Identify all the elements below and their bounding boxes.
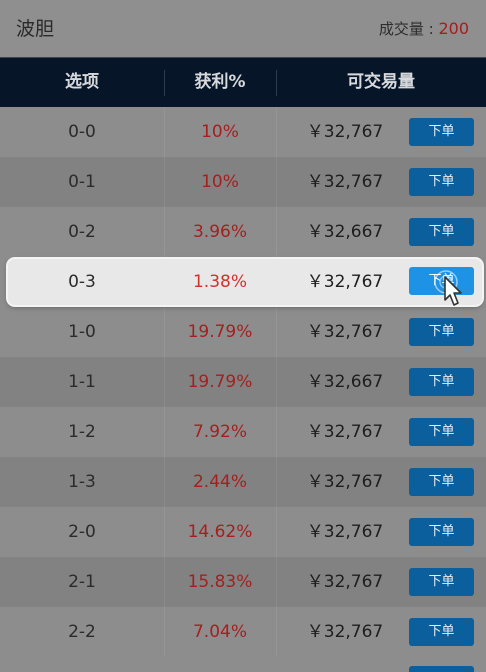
row-option: 1-0 (68, 322, 96, 342)
row-option: 2-1 (68, 572, 96, 592)
column-divider (164, 107, 165, 157)
row-amount: ￥32,767 (306, 572, 384, 592)
selected-row[interactable]: 0-3 1.38% ￥32,767 下单 (8, 259, 482, 305)
row-amount: ￥32,767 (306, 172, 384, 192)
column-divider (276, 607, 277, 657)
title-bar: 波胆 成交量 : 200 (0, 0, 486, 57)
row-profit: 7.92% (192, 422, 247, 442)
place-order-button[interactable]: 下单 (409, 218, 474, 246)
column-divider (164, 507, 165, 557)
column-divider (164, 457, 165, 507)
column-divider (276, 457, 277, 507)
column-divider (276, 507, 277, 557)
header-divider (164, 70, 165, 96)
column-divider (164, 607, 165, 657)
table-row[interactable]: 1-0 19.79% ￥32,767 下单 (0, 307, 486, 357)
place-order-button[interactable]: 下单 (409, 118, 474, 146)
row-option: 0-1 (68, 172, 96, 192)
column-divider (276, 357, 277, 407)
place-order-button-partial[interactable] (409, 666, 474, 672)
volume-indicator: 成交量 : 200 (379, 19, 469, 39)
header-option: 选项 (65, 72, 99, 92)
place-order-button[interactable]: 下单 (409, 468, 474, 496)
column-divider (276, 407, 277, 457)
column-divider (164, 357, 165, 407)
volume-label: 成交量 : (378, 20, 439, 38)
page-title: 波胆 (16, 18, 55, 40)
row-option: 1-2 (68, 422, 96, 442)
row-option: 1-3 (68, 472, 96, 492)
row-amount: ￥32,667 (306, 372, 384, 392)
place-order-button[interactable]: 下单 (409, 318, 474, 346)
column-divider (276, 557, 277, 607)
table-row[interactable]: 2-1 15.83% ￥32,767 下单 (0, 557, 486, 607)
row-profit: 7.04% (192, 622, 247, 642)
row-option: 0-0 (68, 122, 96, 142)
header-volume: 可交易量 (347, 72, 415, 92)
place-order-button[interactable]: 下单 (409, 168, 474, 196)
row-amount: ￥32,767 (306, 122, 384, 142)
column-divider (276, 157, 277, 207)
row-amount: ￥32,767 (306, 322, 384, 342)
column-divider (276, 107, 277, 157)
column-divider (164, 157, 165, 207)
row-option: 0-3 (68, 272, 96, 292)
row-profit: 10% (201, 122, 239, 142)
header-divider (276, 70, 277, 96)
column-divider (276, 307, 277, 357)
odds-table-body: 0-0 10% ￥32,767 下单 0-1 10% ￥32,767 下单 0-2 3.96% ￥3… (0, 107, 486, 657)
row-amount: ￥32,767 (306, 272, 384, 292)
row-profit: 14.62% (187, 522, 253, 542)
place-order-button[interactable]: 下单 (409, 368, 474, 396)
row-amount: ￥32,667 (306, 222, 384, 242)
row-profit: 2.44% (192, 472, 247, 492)
table-row[interactable]: 1-2 7.92% ￥32,767 下单 (0, 407, 486, 457)
row-profit: 19.79% (187, 322, 253, 342)
place-order-button[interactable]: 下单 (409, 418, 474, 446)
row-profit: 15.83% (187, 572, 253, 592)
row-profit: 19.79% (187, 372, 253, 392)
table-row[interactable]: 2-2 7.04% ￥32,767 下单 (0, 607, 486, 657)
table-row[interactable]: 0-1 10% ￥32,767 下单 (0, 157, 486, 207)
row-profit: 3.96% (192, 222, 247, 242)
row-option: 1-1 (68, 372, 96, 392)
row-option: 2-2 (68, 622, 96, 642)
row-amount: ￥32,767 (306, 522, 384, 542)
row-option: 2-0 (68, 522, 96, 542)
column-divider (164, 557, 165, 607)
header-profit: 获利% (194, 72, 246, 92)
row-profit: 10% (201, 172, 239, 192)
row-profit: 1.38% (192, 272, 247, 292)
volume-value: 200 (438, 19, 469, 38)
table-header: 选项 获利% 可交易量 (0, 57, 486, 107)
place-order-button[interactable]: 下单 (409, 518, 474, 546)
column-divider (164, 307, 165, 357)
place-order-button[interactable]: 下单 (409, 568, 474, 596)
row-amount: ￥32,767 (306, 622, 384, 642)
column-divider (164, 207, 165, 257)
table-row[interactable]: 1-1 19.79% ￥32,667 下单 (0, 357, 486, 407)
table-row[interactable]: 2-0 14.62% ￥32,767 下单 (0, 507, 486, 557)
column-divider (164, 407, 165, 457)
pointer-hand-icon (434, 270, 462, 306)
table-row[interactable]: 0-2 3.96% ￥32,667 下单 (0, 207, 486, 257)
table-row[interactable]: 0-0 10% ￥32,767 下单 (0, 107, 486, 157)
row-amount: ￥32,767 (306, 472, 384, 492)
place-order-button[interactable]: 下单 (409, 618, 474, 646)
row-option: 0-2 (68, 222, 96, 242)
table-row[interactable]: 1-3 2.44% ￥32,767 下单 (0, 457, 486, 507)
column-divider (276, 207, 277, 257)
row-amount: ￥32,767 (306, 422, 384, 442)
